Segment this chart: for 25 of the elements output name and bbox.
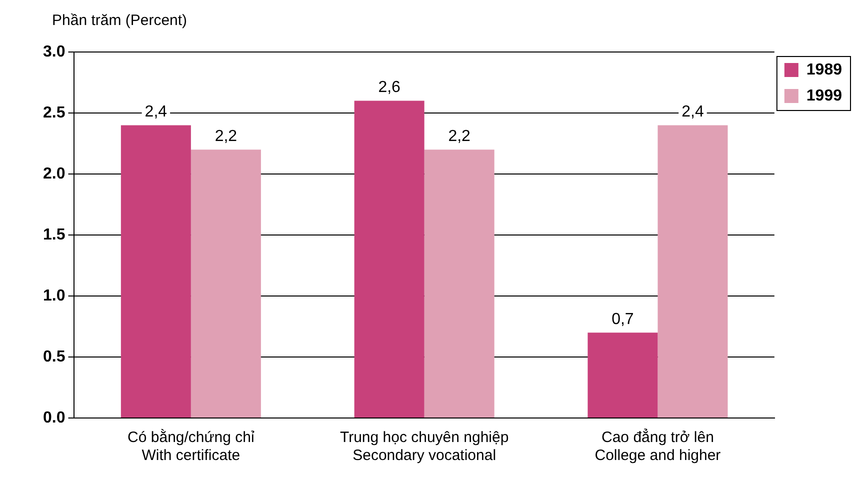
y-tick-label: 2.0: [42, 165, 66, 182]
data-label: 2,2: [448, 128, 471, 146]
y-axis-title: Phần trăm (Percent): [52, 12, 188, 29]
x-tick-label: Cao đẳng trở lên College and higher: [594, 428, 721, 464]
data-label: 2,6: [378, 79, 401, 96]
y-tick-label: 0.5: [42, 348, 66, 366]
bar: [120, 125, 191, 418]
bar: [424, 150, 494, 418]
x-tick-label: Trung học chuyên nghiệp Secondary vocational: [340, 429, 509, 464]
y-tick-label: 0.0: [42, 409, 66, 426]
legend-label: 1999: [806, 87, 842, 104]
y-tick-label: 1.5: [42, 226, 66, 244]
y-tick-label: 2.5: [42, 104, 66, 122]
bar: [190, 150, 261, 418]
data-label: 2,4: [144, 104, 168, 121]
bar: [354, 100, 424, 418]
x-tick-label: Có bằng/chứng chỉ With certificate: [128, 428, 255, 464]
y-tick-label: 1.0: [42, 287, 66, 304]
bar: [658, 125, 728, 418]
y-tick-label: 3.0: [42, 43, 66, 60]
data-label: 2,2: [214, 128, 238, 146]
data-label: 2,4: [682, 104, 704, 121]
legend-label: 1989: [806, 61, 842, 78]
bar: [588, 332, 658, 418]
data-label: 0,7: [612, 311, 634, 328]
